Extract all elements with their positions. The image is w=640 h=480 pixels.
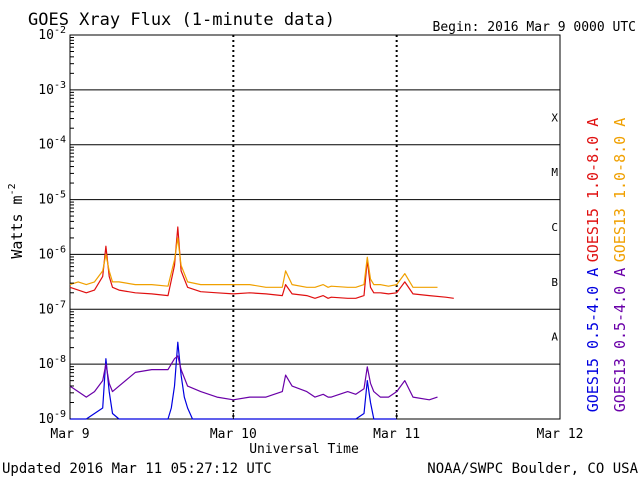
x-tick-label: Mar 11 [373, 427, 420, 442]
legend-item: GOES13 0.5-4.0 A [611, 268, 629, 413]
y-tick-exponent: -9 [54, 409, 66, 420]
flare-class-label: M [551, 166, 558, 179]
legend-label: GOES15 0.5-4.0 A [584, 268, 602, 413]
y-axis-label: Watts m-2 [7, 183, 26, 258]
series-line-3 [70, 341, 397, 420]
y-tick-base: 10 [38, 247, 54, 262]
flare-class-label: C [551, 221, 558, 234]
y-tick-base: 10 [38, 357, 54, 372]
y-tick-label: 10-8 [38, 354, 66, 372]
y-tick-base: 10 [38, 83, 54, 98]
legend-label: GOES13 1.0-8.0 A [611, 118, 629, 263]
legend-item: GOES15 1.0-8.0 A [584, 118, 602, 263]
y-tick-exponent: -4 [54, 135, 66, 146]
begin-label: Begin: 2016 Mar 9 0000 UTC [433, 20, 637, 35]
x-axis-label: Universal Time [249, 442, 359, 457]
legend-item: GOES15 0.5-4.0 A [584, 268, 602, 413]
vertical-grid [232, 35, 398, 419]
legend: GOES15 1.0-8.0 A GOES13 1.0-8.0 A GOES15 0… [584, 118, 629, 413]
y-tick-exponent: -6 [54, 244, 66, 255]
y-tick-exponent: -2 [54, 25, 66, 36]
series-layer [69, 226, 454, 420]
y-tick-exponent: -3 [54, 80, 66, 91]
plot-border [69, 34, 561, 420]
y-tick-exponent: -7 [54, 299, 66, 310]
series-line-4 [69, 355, 438, 401]
series-line-2 [69, 237, 438, 288]
plot-area [69, 34, 561, 420]
y-axis-label-exponent: -2 [7, 183, 18, 195]
y-tick-base: 10 [38, 302, 54, 317]
flare-class-label: B [551, 276, 558, 289]
y-tick-label: 10-7 [38, 299, 66, 317]
y-tick-label: 10-9 [38, 409, 66, 427]
x-tick-label: Mar 10 [210, 427, 257, 442]
updated-label: Updated 2016 Mar 11 05:27:12 UTC [2, 461, 272, 477]
flare-class-label: X [551, 111, 558, 124]
y-tick-base: 10 [38, 138, 54, 153]
y-tick-label: 10-2 [38, 25, 66, 43]
legend-item: GOES13 1.0-8.0 A [611, 118, 629, 263]
y-tick-label: 10-5 [38, 190, 66, 208]
y-tick-labels: 10-910-810-710-610-510-410-310-2 [38, 25, 74, 427]
x-tick-label: Mar 12 [537, 427, 584, 442]
series-line-1 [69, 226, 454, 299]
legend-label: GOES13 0.5-4.0 A [611, 268, 629, 413]
x-tick-label: Mar 9 [50, 427, 89, 442]
y-tick-exponent: -5 [54, 190, 66, 201]
y-tick-label: 10-4 [38, 135, 66, 153]
flare-class-label: A [551, 331, 558, 344]
svg-text:Watts m-2: Watts m-2 [7, 183, 26, 258]
y-tick-label: 10-6 [38, 244, 66, 262]
y-axis-label-text: Watts m [8, 195, 26, 258]
legend-label: GOES15 1.0-8.0 A [584, 118, 602, 263]
y-tick-base: 10 [38, 28, 54, 43]
credit-label: NOAA/SWPC Boulder, CO USA [427, 461, 638, 477]
y-tick-base: 10 [38, 412, 54, 427]
chart-title: GOES Xray Flux (1-minute data) [28, 10, 335, 30]
x-tick-labels: Mar 9 Mar 10 Mar 11 Mar 12 [50, 413, 583, 442]
y-tick-base: 10 [38, 193, 54, 208]
horizontal-grid [70, 89, 560, 365]
flare-class-labels: A B C M X [551, 111, 558, 343]
y-tick-label: 10-3 [38, 80, 66, 98]
y-tick-exponent: -8 [54, 354, 66, 365]
